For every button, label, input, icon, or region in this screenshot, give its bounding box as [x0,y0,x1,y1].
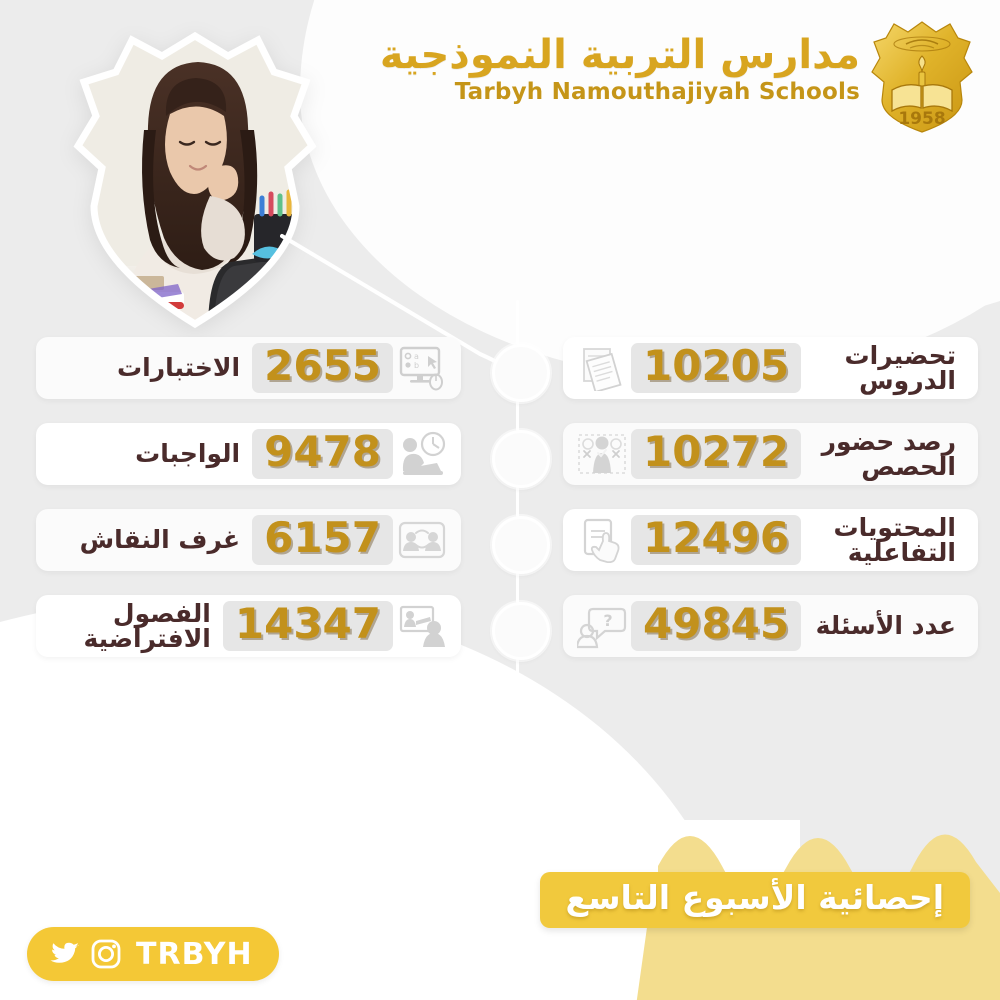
timeline-dot-4 [492,602,550,660]
stat-card-exams[interactable]: الاختبارات 2655 a b [36,337,461,399]
svg-text:a: a [414,352,419,361]
instagram-icon[interactable] [90,938,122,970]
stat-value: 9478 [252,429,393,479]
stat-value: 2655 [252,343,393,393]
discussion-rooms-icon [393,514,451,566]
stat-label: الفصول الافتراضية [83,598,211,653]
crown-shape-icon [636,834,1000,1000]
stat-label: الاختبارات [117,353,241,383]
stats-column-left: الاختبارات 2655 a b الواجبات 94 [36,337,461,681]
lesson-preparation-documents-icon [573,342,631,394]
student-photo-shield [73,31,317,329]
stat-value: 10205 [631,343,802,393]
timeline-spine [516,300,519,860]
homework-desk-clock-icon [393,428,451,480]
brand-block: مدارس التربية النموذجية Tarbyh Namouthaj… [380,34,860,107]
social-handle-pill[interactable]: TRBYH [27,927,279,981]
stat-card-questions-count[interactable]: ? 49845 عدد الأسئلة [563,595,978,657]
social-handle-text: TRBYH [136,936,253,972]
virtual-classroom-icon [393,600,451,652]
stat-card-homework[interactable]: الواجبات 9478 [36,423,461,485]
svg-text:b: b [414,361,419,370]
questions-count-icon: ? [573,600,631,652]
stat-card-virtual-classrooms[interactable]: الفصول الافتراضية 14347 [36,595,461,657]
stat-label: تحضيرات الدروس [844,340,957,395]
stat-card-attendance[interactable]: 10272 رصد حضور الحصص [563,423,978,485]
week-statistics-banner: إحصائية الأسبوع التاسع [539,871,970,928]
stats-column-right: 10205 تحضيرات الدروس 10272 رصد حضور الحص… [563,337,978,681]
stat-value: 6157 [252,515,393,565]
background-yellow-crown-shape [540,656,1000,1000]
brand-name-arabic: مدارس التربية النموذجية [379,32,860,78]
stat-card-interactive-content[interactable]: 12496 المحتويات التفاعلية [563,509,978,571]
attendance-tracking-icon [573,428,631,480]
stat-card-lesson-preparation[interactable]: 10205 تحضيرات الدروس [563,337,978,399]
stat-label: الواجبات [135,439,241,469]
twitter-bird-icon[interactable] [49,938,81,970]
timeline-dot-2 [492,430,550,488]
stat-card-discussion-rooms[interactable]: غرف النقاش 6157 [36,509,461,571]
stat-label: غرف النقاش [79,525,241,555]
interactive-content-tap-icon [573,514,631,566]
crest-year: 1958 [898,109,945,129]
stat-label: عدد الأسئلة [815,611,956,641]
banner-title: إحصائية الأسبوع التاسع [565,877,944,917]
stat-label: المحتويات التفاعلية [833,512,956,567]
stat-value: 10272 [631,429,802,479]
stat-label: رصد حضور الحصص [821,426,956,481]
timeline-dot-3 [492,516,550,574]
timeline-dot-1 [492,344,550,402]
stat-value: 12496 [631,515,802,565]
brand-name-english: Tarbyh Namouthajiyah Schools [454,79,860,105]
svg-text:?: ? [603,611,612,630]
online-exam-monitor-icon: a b [393,342,451,394]
school-crest-icon: 1958 [871,21,973,133]
header: مدارس التربية النموذجية Tarbyh Namouthaj… [0,0,1000,150]
stat-value: 49845 [631,601,802,651]
stat-value: 14347 [222,601,393,651]
